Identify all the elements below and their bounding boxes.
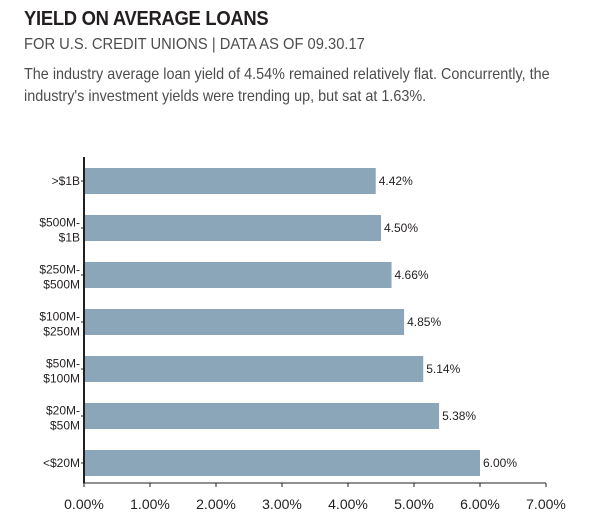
value-label-5: 5.38%	[442, 409, 476, 423]
bar-0	[84, 168, 376, 194]
x-tick-label-2: 2.00%	[196, 496, 236, 512]
value-label-2: 4.66%	[395, 268, 429, 282]
value-label-1: 4.50%	[384, 221, 418, 235]
category-label-4: $50M-$100M	[43, 357, 80, 386]
bar-5	[84, 403, 440, 429]
x-tick-label-3: 3.00%	[262, 496, 302, 512]
value-label-4: 5.14%	[426, 362, 460, 376]
x-tick-label-6: 6.00%	[460, 496, 500, 512]
bar-4	[84, 356, 424, 382]
x-tick-label-1: 1.00%	[130, 496, 170, 512]
category-label-5: $20M-$50M	[46, 404, 80, 433]
category-label-3: $100M-$250M	[39, 310, 80, 339]
bar-1	[84, 215, 381, 241]
value-label-6: 6.00%	[483, 456, 517, 470]
chart-subtitle: FOR U.S. CREDIT UNIONS | DATA AS OF 09.3…	[24, 36, 365, 53]
chart-title: YIELD ON AVERAGE LOANS	[24, 8, 269, 30]
bar-6	[84, 450, 480, 476]
value-label-0: 4.42%	[379, 174, 413, 188]
x-tick-label-0: 0.00%	[64, 496, 104, 512]
x-tick-label-5: 5.00%	[394, 496, 434, 512]
value-label-3: 4.85%	[407, 315, 441, 329]
category-label-6: <$20M	[43, 456, 80, 470]
bar-2	[84, 262, 392, 288]
bar-3	[84, 309, 405, 335]
x-tick-label-7: 7.00%	[526, 496, 566, 512]
chart-description: The industry average loan yield of 4.54%…	[24, 66, 550, 105]
x-tick-label-4: 4.00%	[328, 496, 368, 512]
category-label-1: $500M-$1B	[39, 216, 80, 245]
category-label-0: >$1B	[52, 174, 80, 188]
category-label-2: $250M-$500M	[39, 263, 80, 292]
